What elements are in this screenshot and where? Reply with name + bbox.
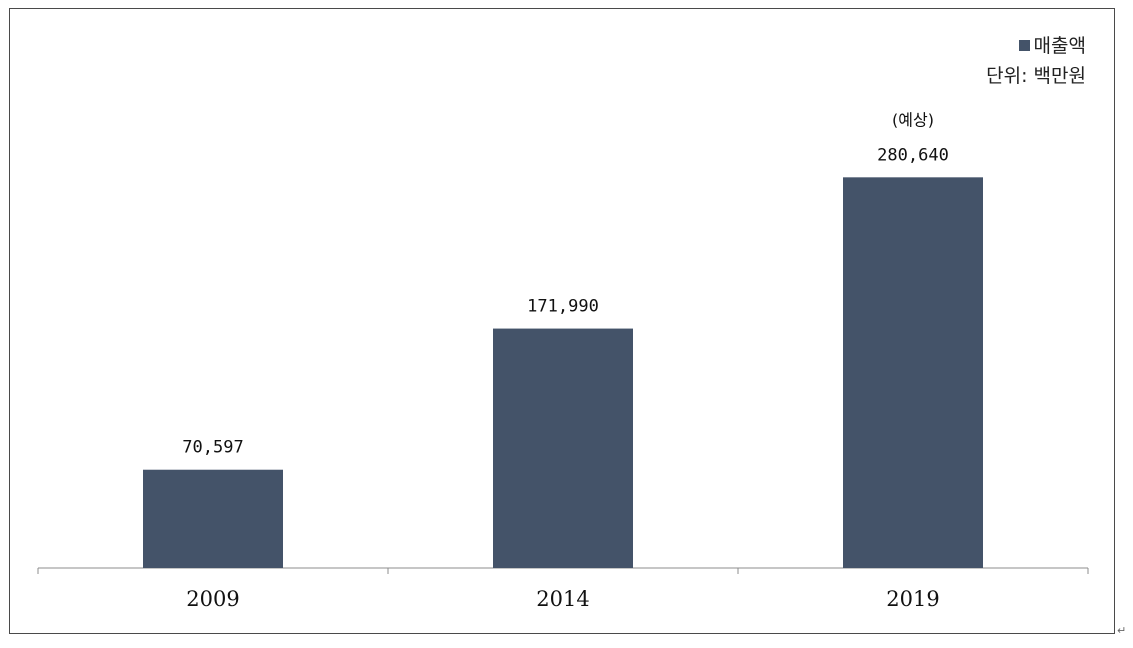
annotation-label-2019: (예상)	[892, 110, 934, 129]
x-tick-label-2009: 2009	[186, 587, 239, 611]
value-label-2009: 70,597	[182, 438, 243, 458]
unit-label: 단위: 백만원	[986, 65, 1086, 87]
bar-2014	[493, 328, 633, 568]
value-label-2014: 171,990	[527, 297, 599, 317]
chart-frame: 70,597 2009 171,990 2014 280,640 (예상) 2019 매출액…	[9, 8, 1115, 634]
return-mark: ↵	[1117, 624, 1127, 637]
legend-label: 매출액	[1033, 35, 1086, 57]
legend: 매출액 단위: 백만원	[986, 31, 1086, 91]
value-label-2019: 280,640	[877, 145, 949, 165]
x-tick-label-2019: 2019	[886, 587, 939, 611]
x-tick-label-2014: 2014	[536, 587, 589, 611]
legend-entry: 매출액	[986, 31, 1086, 61]
bar-2019	[843, 177, 983, 568]
legend-swatch	[1018, 40, 1030, 51]
bar-2009	[143, 469, 283, 568]
bar-chart: 70,597 2009 171,990 2014 280,640 (예상) 2019	[37, 110, 1089, 611]
